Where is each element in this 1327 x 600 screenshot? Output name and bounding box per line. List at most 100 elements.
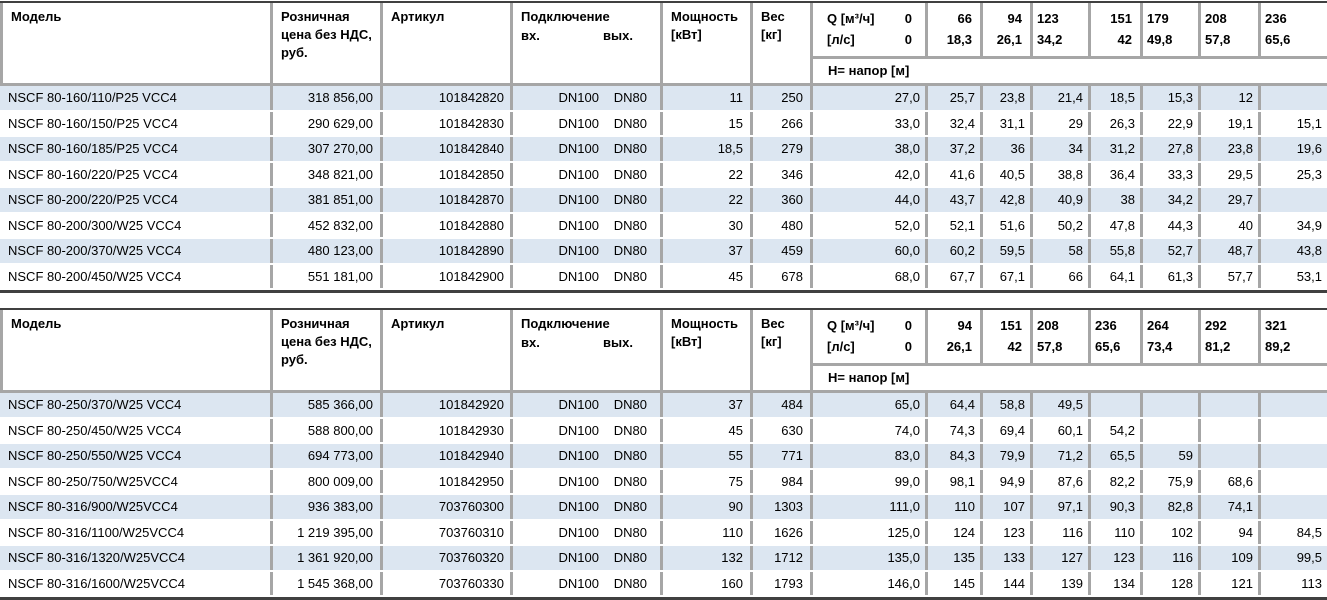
price-cell: 1 361 920,00 — [270, 546, 380, 570]
head-value-cell: 64,1 — [1088, 264, 1140, 288]
power-cell: 55 — [660, 444, 750, 468]
flow-m3h-value: 208 — [1037, 318, 1059, 333]
head-value-cell: 59,5 — [980, 239, 1030, 263]
table-row: NSCF 80-160/110/P25 VCC4 318 856,00 1018… — [0, 86, 1327, 112]
weight-cell: 1712 — [750, 546, 810, 570]
head-value-cell: 15,1 — [1258, 111, 1327, 135]
head-value-cell: 68,0 — [810, 264, 925, 288]
model-cell: NSCF 80-160/220/P25 VCC4 — [8, 166, 178, 182]
head-value-cell: 34 — [1030, 137, 1088, 161]
column-header-article-label: Артикул — [391, 9, 445, 24]
head-value-cell: 38,8 — [1030, 162, 1088, 186]
table-row: NSCF 80-316/1320/W25VCC4 1 361 920,00 70… — [0, 546, 1327, 572]
column-header-weight-label: Вес [кг] — [761, 9, 785, 42]
flow-m3h-line: Q [м³/ч] 0 — [827, 8, 912, 29]
article-cell: 703760320 — [380, 546, 510, 570]
head-value-cell: 47,8 — [1088, 213, 1140, 237]
flow-lps-value: 81,2 — [1205, 339, 1231, 354]
head-value-cell: 135 — [925, 546, 980, 570]
power-cell: 18,5 — [660, 137, 750, 161]
article-cell: 101842940 — [380, 444, 510, 468]
head-value-cell: 37,2 — [925, 137, 980, 161]
weight-cell: 360 — [750, 188, 810, 212]
table-body: NSCF 80-250/370/W25 VCC4 585 366,00 1018… — [0, 393, 1327, 597]
head-value-cell: 29,7 — [1198, 188, 1258, 212]
head-value-cell: 52,7 — [1140, 239, 1198, 263]
column-header-flow-value: 66 18,3 — [925, 3, 980, 56]
column-header-connection: Подключение вх. вых. — [510, 310, 660, 390]
head-value-cell: 55,8 — [1088, 239, 1140, 263]
head-value-cell: 116 — [1140, 546, 1198, 570]
inlet-cell: DN100 — [510, 162, 600, 186]
flow-m3h-value: 94 — [1007, 11, 1022, 26]
article-cell: 101842830 — [380, 111, 510, 135]
head-value-cell: 134 — [1088, 571, 1140, 595]
power-cell: 11 — [660, 86, 750, 110]
head-value-cell: 23,8 — [980, 86, 1030, 110]
column-header-weight: Вес [кг] — [750, 3, 810, 83]
head-value-cell: 60,1 — [1030, 418, 1088, 442]
inlet-cell: DN100 — [510, 239, 600, 263]
price-cell: 588 800,00 — [270, 418, 380, 442]
head-value-cell: 33,3 — [1140, 162, 1198, 186]
price-cell: 1 219 395,00 — [270, 520, 380, 544]
column-header-power-label: Мощность [кВт] — [671, 316, 738, 349]
head-value-cell: 125,0 — [810, 520, 925, 544]
price-cell: 318 856,00 — [270, 86, 380, 110]
table-row: NSCF 80-316/1100/W25VCC4 1 219 395,00 70… — [0, 520, 1327, 546]
model-cell: NSCF 80-316/900/W25VCC4 — [8, 499, 178, 514]
flow-m3h-value: 179 — [1147, 11, 1169, 26]
price-cell: 694 773,00 — [270, 444, 380, 468]
pump-table-2: Модель Розничная цена без НДС, руб. Арти… — [0, 308, 1327, 600]
model-cell: NSCF 80-160/185/P25 VCC4 — [8, 141, 178, 156]
outlet-cell: DN80 — [613, 448, 647, 463]
pump-table-1: Модель Розничная цена без НДС, руб. Арти… — [0, 1, 1327, 293]
head-value-cell: 65,5 — [1088, 444, 1140, 468]
column-header-article: Артикул — [380, 310, 510, 390]
head-value-cell: 44,3 — [1140, 213, 1198, 237]
head-value-cell: 121 — [1198, 571, 1258, 595]
column-header-flow-value: 208 57,8 — [1030, 310, 1088, 363]
outlet-cell: DN80 — [613, 243, 647, 258]
weight-cell: 1626 — [750, 520, 810, 544]
head-value-cell: 31,1 — [980, 111, 1030, 135]
power-cell: 132 — [660, 546, 750, 570]
head-value-cell: 110 — [1088, 520, 1140, 544]
column-header-price-label: Розничная цена без НДС, руб. — [281, 9, 372, 60]
inlet-cell: DN100 — [510, 393, 600, 417]
head-value-cell: 58 — [1030, 239, 1088, 263]
connection-sublabels: вх. вых. — [521, 334, 656, 352]
article-cell: 101842930 — [380, 418, 510, 442]
column-header-power-label: Мощность [кВт] — [671, 9, 738, 42]
head-value-cell: 94,9 — [980, 469, 1030, 493]
inlet-cell: DN100 — [510, 546, 600, 570]
power-cell: 90 — [660, 495, 750, 519]
head-value-cell: 27,8 — [1140, 137, 1198, 161]
head-value-cell — [1258, 469, 1327, 493]
head-value-cell: 83,0 — [810, 444, 925, 468]
head-value-cell: 49,5 — [1030, 393, 1088, 417]
column-header-flow-value: 292 81,2 — [1198, 310, 1258, 363]
head-value-cell: 68,6 — [1198, 469, 1258, 493]
weight-cell: 630 — [750, 418, 810, 442]
head-value-cell — [1140, 418, 1198, 442]
head-row-label: Н= напор [м] — [828, 370, 910, 385]
head-value-cell: 43,7 — [925, 188, 980, 212]
weight-cell: 266 — [750, 111, 810, 135]
column-header-price-label: Розничная цена без НДС, руб. — [281, 316, 372, 367]
outlet-cell: DN80 — [613, 268, 647, 284]
power-cell: 110 — [660, 520, 750, 544]
flow-lps-value: 26,1 — [996, 32, 1022, 47]
head-value-cell: 146,0 — [810, 571, 925, 595]
head-value-cell: 36 — [980, 137, 1030, 161]
head-value-cell: 107 — [980, 495, 1030, 519]
flow-lps-value: 42 — [1007, 339, 1022, 354]
flow-lps-value: 42 — [1117, 32, 1132, 47]
head-value-cell: 19,6 — [1258, 137, 1327, 161]
head-value-cell: 99,0 — [810, 469, 925, 493]
table-row: NSCF 80-200/300/W25 VCC4 452 832,00 1018… — [0, 213, 1327, 239]
head-value-cell: 42,0 — [810, 162, 925, 186]
column-header-model: Модель — [0, 310, 270, 390]
head-value-cell: 97,1 — [1030, 495, 1088, 519]
inlet-cell: DN100 — [510, 469, 600, 493]
